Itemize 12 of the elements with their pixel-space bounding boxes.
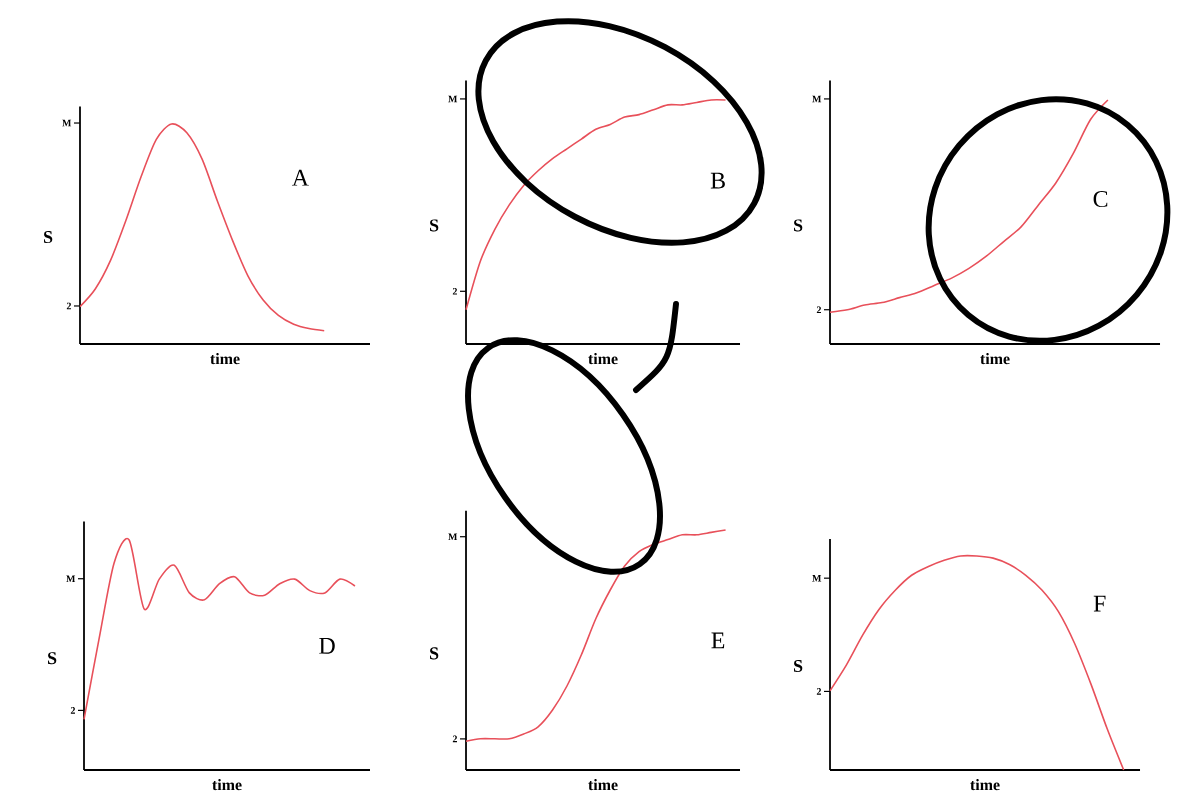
text: F — [1093, 595, 1106, 612]
text: C — [1093, 191, 1108, 208]
y-axis-title: S — [48, 652, 57, 665]
text: B — [710, 172, 725, 189]
text: E — [711, 632, 725, 649]
y-axis-title: S — [430, 647, 439, 660]
text: D — [319, 637, 335, 654]
y-axis-title: S — [430, 219, 439, 232]
y-axis-title: S — [794, 659, 803, 673]
y-axis-title: S — [44, 231, 53, 244]
text: A — [291, 169, 309, 186]
y-axis-title: S — [794, 219, 803, 232]
